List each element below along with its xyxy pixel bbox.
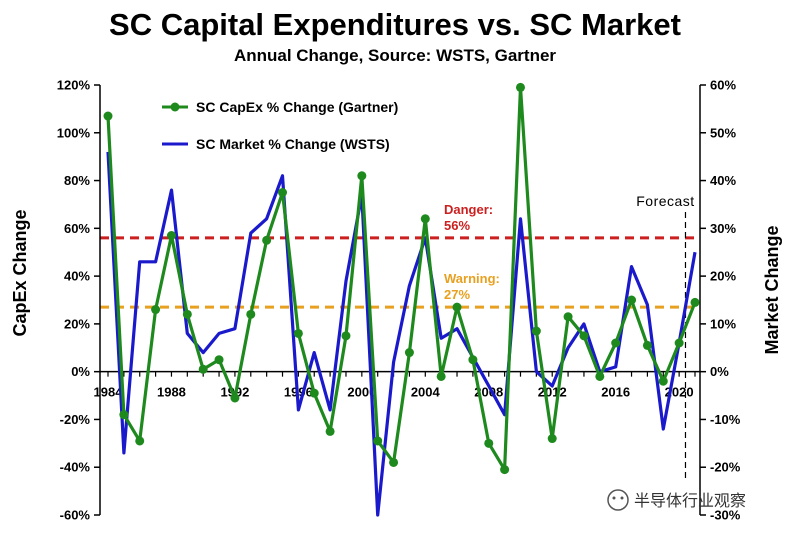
x-tick-label: 1984: [94, 385, 124, 400]
data-point: [611, 338, 621, 348]
series: [103, 82, 700, 517]
axes: [99, 85, 701, 515]
right-y-tick-label: -30%: [710, 508, 741, 523]
right-y-tick-label: 60%: [710, 78, 736, 93]
reference-line-value: 56%: [444, 218, 470, 233]
data-point: [690, 297, 700, 307]
left-y-tick-label: 0%: [71, 364, 90, 379]
data-point: [325, 426, 335, 436]
data-point: [230, 393, 240, 403]
data-point: [182, 309, 192, 319]
x-tick-label: 2000: [347, 385, 376, 400]
data-point: [166, 231, 176, 240]
data-point: [278, 188, 288, 197]
data-point: [198, 364, 208, 374]
left-y-tick-label: 80%: [64, 173, 90, 188]
data-point: [357, 171, 367, 181]
legend-market-label: SC Market % Change (WSTS): [196, 136, 390, 152]
watermark-text: 半导体行业观察: [634, 492, 746, 510]
data-point: [674, 338, 684, 348]
watermark: 半导体行业观察: [607, 489, 746, 511]
data-point: [658, 376, 668, 386]
wechat-icon: [607, 489, 629, 511]
right-y-tick-label: 10%: [710, 316, 736, 331]
data-point: [531, 326, 541, 336]
legend-capex-label: SC CapEx % Change (Gartner): [196, 99, 398, 115]
data-point: [404, 348, 414, 358]
x-tick-label: 1988: [157, 385, 186, 400]
right-y-tick-label: 40%: [710, 173, 736, 188]
data-point: [341, 331, 351, 341]
reference-lines: Danger:56% Warning:27%: [100, 202, 700, 309]
data-point: [135, 436, 145, 446]
left-y-tick-label: 40%: [64, 269, 90, 284]
right-axis-title: Market Change: [762, 225, 782, 354]
left-y-tick-label: 20%: [64, 316, 90, 331]
right-y-tick-label: 50%: [710, 125, 736, 140]
x-tick-label: 2016: [601, 385, 630, 400]
data-point: [595, 371, 605, 381]
left-y-ticks: -60% -40% -20% 0% 20% 40% 60% 80% 100% 120%: [57, 78, 100, 523]
data-point: [373, 436, 383, 446]
data-point: [563, 312, 573, 322]
legend-capex-marker: [170, 102, 180, 112]
right-y-ticks: -30% -20% -10% 0% 10% 20% 30% 40% 50% 60%: [700, 78, 741, 523]
data-point: [547, 434, 557, 444]
data-point: [500, 465, 510, 475]
x-ticks: 1984 1988 1992 1996 2000 2004 2008 2012 2016 2020: [94, 371, 696, 400]
data-point: [389, 457, 399, 467]
right-y-tick-label: 30%: [710, 221, 736, 236]
reference-line-label: Danger:: [444, 202, 493, 217]
data-point: [484, 438, 494, 448]
left-y-tick-label: 60%: [64, 221, 90, 236]
legend: SC CapEx % Change (Gartner) SC Market % …: [162, 99, 398, 152]
data-point: [246, 309, 256, 319]
right-y-tick-label: 20%: [710, 269, 736, 284]
data-point: [642, 340, 652, 350]
data-point: [214, 355, 224, 365]
data-point: [119, 410, 129, 420]
right-y-tick-label: -20%: [710, 460, 741, 475]
data-point: [627, 295, 637, 305]
data-point: [468, 355, 478, 365]
series-line: [106, 151, 697, 517]
left-axis-title: CapEx Change: [10, 209, 30, 336]
data-point: [579, 331, 589, 341]
x-tick-label: 2004: [411, 385, 441, 400]
data-point: [420, 214, 430, 224]
chart-title: SC Capital Expenditures vs. SC Market: [109, 7, 681, 42]
data-point: [103, 111, 113, 121]
right-y-tick-label: -10%: [710, 412, 741, 427]
data-point: [262, 235, 272, 245]
left-y-tick-label: -40%: [60, 460, 91, 475]
data-point: [151, 305, 161, 315]
left-y-tick-label: 120%: [57, 78, 91, 93]
left-y-tick-label: 100%: [57, 125, 91, 140]
data-point: [436, 371, 446, 381]
data-point: [452, 302, 462, 312]
right-y-tick-label: 0%: [710, 364, 729, 379]
left-y-tick-label: -20%: [60, 412, 91, 427]
data-point: [515, 82, 525, 92]
forecast-label: Forecast: [636, 193, 694, 209]
chart-subtitle: Annual Change, Source: WSTS, Gartner: [234, 46, 556, 65]
data-point: [293, 328, 303, 338]
data-point: [309, 388, 319, 398]
reference-line-value: 27%: [444, 287, 470, 302]
forecast-marker: Forecast: [636, 193, 694, 478]
reference-line-label: Warning:: [444, 271, 500, 286]
left-y-tick-label: -60%: [60, 508, 91, 523]
